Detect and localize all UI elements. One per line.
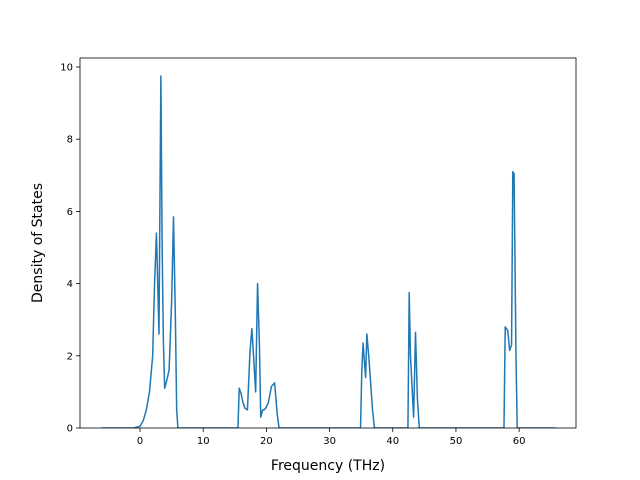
x-tick-label: 40: [386, 436, 399, 447]
y-tick-label: 2: [67, 351, 73, 362]
y-tick-label: 4: [67, 279, 73, 290]
x-tick-label: 0: [137, 436, 143, 447]
x-axis-title: Frequency (THz): [271, 458, 385, 474]
plot-frame: [79, 57, 577, 429]
y-axis-title: Density of States: [30, 183, 46, 303]
x-tick-label: 10: [197, 436, 210, 447]
y-tick-label: 10: [60, 63, 73, 74]
y-tick-label: 8: [67, 135, 73, 146]
x-tick-label: 20: [260, 436, 273, 447]
plot-area: [102, 75, 556, 428]
axes: 0 10 20 30 40 50 60 0 2 4 6 8 10: [60, 57, 577, 447]
y-tick-label: 6: [67, 207, 73, 218]
x-tick-label: 60: [513, 436, 526, 447]
dos-series-line: [102, 75, 556, 428]
x-tick-label: 50: [450, 436, 463, 447]
y-tick-label: 0: [67, 424, 73, 435]
x-tick-label: 30: [323, 436, 336, 447]
